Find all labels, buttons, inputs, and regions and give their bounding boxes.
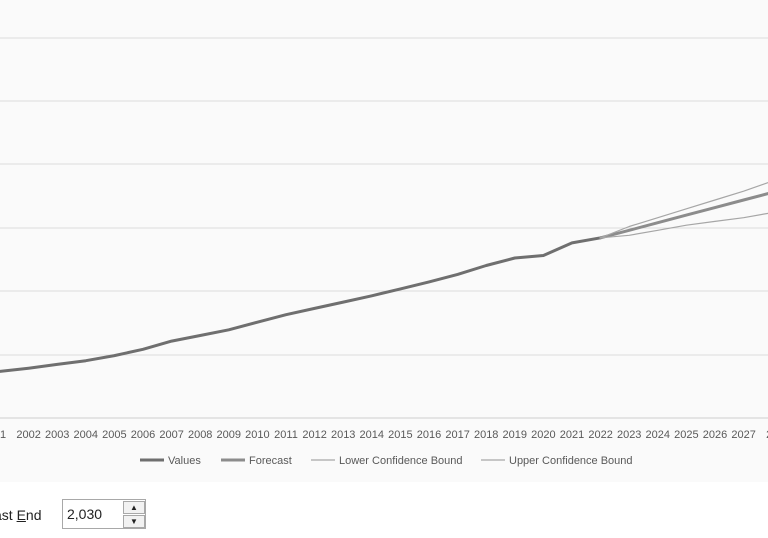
x-tick-label: 2015 — [388, 429, 412, 441]
x-tick-label: 2026 — [703, 429, 727, 441]
chart-series-layer — [0, 181, 768, 373]
chart-legend: Values Forecast Lower Confidence Bound Uppe… — [140, 455, 633, 467]
x-tick-label: 2010 — [245, 429, 269, 441]
x-tick-label: 2025 — [674, 429, 698, 441]
forecast-end-spinner: ▲ ▼ — [62, 499, 146, 529]
x-tick-label: 2013 — [331, 429, 355, 441]
chevron-up-icon: ▲ — [130, 502, 138, 512]
x-tick-label: 2007 — [159, 429, 183, 441]
x-tick-label: 2014 — [360, 429, 384, 441]
spin-down-button[interactable]: ▼ — [123, 515, 145, 528]
x-tick-label: 2006 — [131, 429, 155, 441]
x-tick-label: 2011 — [274, 429, 298, 441]
x-tick-label: 2022 — [588, 429, 612, 441]
x-tick-label: 2027 — [731, 429, 755, 441]
x-tick-label: 20 — [766, 429, 768, 441]
chart-gridlines — [0, 37, 768, 419]
x-tick-label: 2005 — [102, 429, 126, 441]
x-tick-label: 2012 — [302, 429, 326, 441]
x-tick-label: 2017 — [445, 429, 469, 441]
forecast-end-input[interactable] — [63, 500, 121, 528]
x-tick-label: 2002 — [16, 429, 40, 441]
x-tick-label: 2021 — [560, 429, 584, 441]
x-tick-label: 2008 — [188, 429, 212, 441]
forecast-end-row: ast End ▲ ▼ — [0, 499, 768, 531]
legend-label-values: Values — [168, 455, 201, 467]
x-axis-tick-labels: 01 2002 2003 2004 2005 2006 2007 2008 2009 2010 20… — [0, 429, 768, 441]
chevron-down-icon: ▼ — [130, 516, 138, 526]
forecast-chart-svg: 01 2002 2003 2004 2005 2006 2007 2008 2009 2010 20… — [0, 37, 768, 467]
x-tick-label: 2003 — [45, 429, 69, 441]
forecast-end-label-accesskey: E — [16, 507, 26, 523]
forecast-end-label-prefix: ast — [0, 507, 13, 523]
forecast-end-label-suffix: nd — [25, 507, 42, 523]
x-tick-label: 2020 — [531, 429, 555, 441]
legend-label-upper-confidence-bound: Upper Confidence Bound — [509, 455, 633, 467]
x-tick-label: 2009 — [217, 429, 241, 441]
x-tick-label: 2019 — [503, 429, 527, 441]
x-tick-label: 2023 — [617, 429, 641, 441]
x-tick-label: 01 — [0, 429, 6, 441]
legend-label-forecast: Forecast — [249, 455, 292, 467]
series-line-forecast — [599, 192, 768, 240]
x-tick-label: 2016 — [417, 429, 441, 441]
series-line-values — [0, 236, 603, 373]
forecast-end-label: ast End — [0, 507, 42, 523]
x-tick-label: 2024 — [646, 429, 670, 441]
spin-up-button[interactable]: ▲ — [123, 501, 145, 514]
legend-label-lower-confidence-bound: Lower Confidence Bound — [339, 455, 463, 467]
x-tick-label: 2004 — [74, 429, 98, 441]
forecast-chart: 01 2002 2003 2004 2005 2006 2007 2008 2009 2010 20… — [0, 37, 768, 467]
series-line-lower-confidence-bound — [599, 212, 768, 239]
x-tick-label: 2018 — [474, 429, 498, 441]
series-line-upper-confidence-bound — [599, 181, 768, 239]
